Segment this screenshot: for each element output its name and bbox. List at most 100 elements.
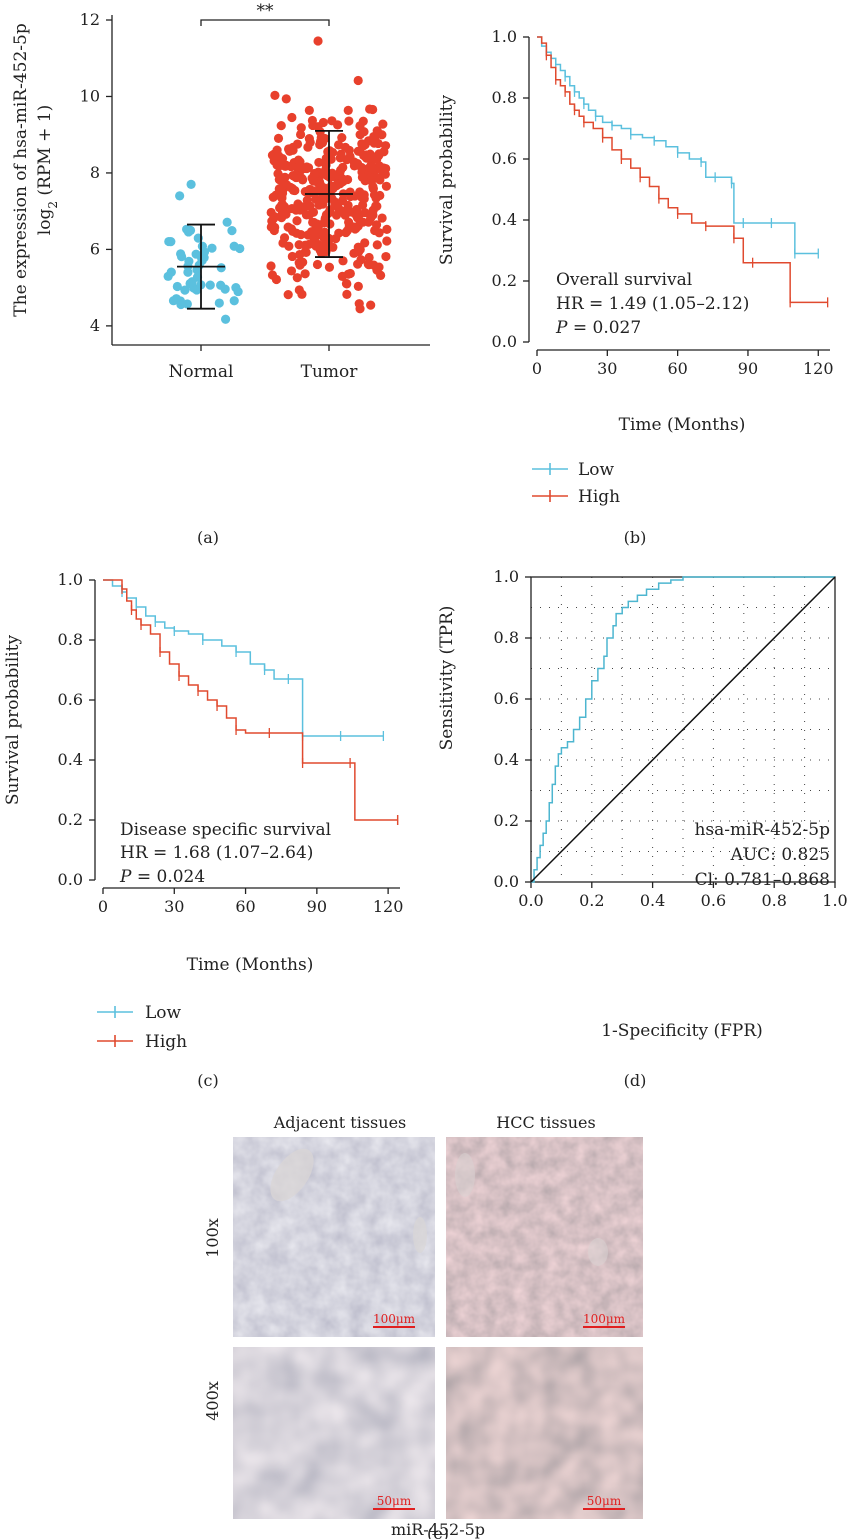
panel-a-point-tumor — [358, 217, 368, 227]
panel-c-ytick-label-3: 0.6 — [58, 690, 83, 709]
panel-d-curves — [530, 576, 836, 883]
panel-d-ytick-label-3: 0.6 — [494, 689, 519, 708]
panel-a-point-tumor — [342, 208, 352, 218]
panel-a-point-tumor — [277, 192, 287, 202]
panel-b-xtick-label-2: 60 — [667, 359, 687, 378]
panel-a-point-tumor — [378, 119, 388, 129]
histology-column-hcc: HCC tissues — [496, 1113, 595, 1132]
panel-label-d: (d) — [624, 1071, 647, 1090]
panel-d-reference-line — [530, 576, 836, 883]
panel-a-point-normal — [186, 179, 196, 190]
panel-a-point-tumor — [327, 168, 337, 178]
panel-a-point-tumor — [283, 290, 293, 300]
panel-b-xlabel: Time (Months) — [619, 415, 746, 435]
panel-a-point-tumor — [342, 289, 352, 299]
panel-a-significance: ** — [257, 1, 275, 21]
panel-a-point-tumor — [314, 157, 324, 168]
panel-c-ytick-label-4: 0.8 — [58, 630, 83, 649]
panel-a-point-normal — [205, 280, 215, 290]
histology-row-100x: 100x — [203, 1218, 222, 1258]
panel-b-ytick-label-5: 1.0 — [492, 27, 517, 46]
panel-c-curves — [103, 579, 399, 825]
panel-a-point-tumor — [376, 270, 386, 280]
panel-a-point-tumor — [342, 155, 352, 165]
panel-a-point-tumor — [381, 251, 391, 262]
panel-a-point-tumor — [368, 104, 378, 115]
panel-c-xlabel: Time (Months) — [187, 955, 314, 975]
panel-a-point-tumor — [360, 238, 370, 248]
panel-a-point-tumor — [355, 304, 365, 314]
panel-a-point-tumor — [316, 195, 326, 206]
panel-a-point-tumor — [274, 184, 284, 194]
panel-c-xtick-label-3: 90 — [307, 897, 327, 916]
panel-d-annot-line3: Cl: 0.781–0.868 — [695, 870, 830, 890]
panel-d-xtick-label-2: 0.4 — [640, 891, 665, 910]
panel-e-histology: Adjacent tissues HCC tissues 100x 400x 1… — [203, 1113, 643, 1539]
panel-a-points — [163, 36, 392, 324]
panel-d-xtick-label-3: 0.6 — [701, 891, 726, 910]
panel-c-ytick-label-1: 0.2 — [58, 810, 83, 829]
panel-a-point-tumor — [292, 216, 302, 226]
panel-a-point-tumor — [303, 142, 313, 152]
panel-a-point-tumor — [278, 238, 288, 248]
panel-a-point-tumor — [323, 147, 333, 157]
panel-a-point-tumor — [308, 176, 318, 186]
panel-a-point-tumor — [270, 90, 280, 100]
panel-c-ytick-label-0: 0.0 — [58, 870, 83, 889]
panel-a-point-tumor — [349, 157, 359, 167]
panel-a-point-tumor — [266, 222, 276, 232]
panel-a-point-normal — [214, 298, 224, 308]
panel-a-point-tumor — [377, 213, 387, 223]
panel-c-legend-high: High — [145, 1032, 187, 1052]
panel-a-point-normal — [176, 249, 186, 259]
panel-label-e: (e) — [427, 1524, 449, 1539]
panel-a-point-normal — [187, 277, 197, 287]
panel-a-point-tumor — [272, 160, 282, 170]
panel-a-point-tumor — [355, 129, 365, 140]
panel-a-point-tumor — [348, 222, 359, 232]
panel-a-point-tumor — [335, 179, 345, 189]
panel-a-point-normal — [229, 296, 239, 306]
panel-a-point-tumor — [333, 120, 343, 130]
panel-a-error-bars — [177, 129, 353, 310]
panel-a-point-normal — [229, 241, 239, 251]
panel-a-point-tumor — [298, 175, 308, 185]
panel-a-point-tumor — [275, 203, 285, 213]
panel-a-point-tumor — [272, 145, 282, 155]
panel-d-ytick-label-5: 1.0 — [494, 567, 519, 586]
panel-c-annot-line2: HR = 1.68 (1.07–2.64) — [120, 843, 313, 863]
panel-a-point-normal — [166, 237, 176, 247]
panel-a-point-tumor — [268, 192, 278, 202]
panel-c-xtick-label-0: 0 — [98, 897, 108, 916]
panel-d-ytick-label-2: 0.4 — [494, 750, 519, 769]
panel-a-point-tumor — [295, 129, 306, 140]
panel-b-ytick-label-2: 0.4 — [492, 210, 517, 229]
panel-a-point-tumor — [276, 121, 286, 131]
panel-c-xtick-label-4: 120 — [373, 897, 404, 916]
histology-row-400x: 400x — [203, 1381, 222, 1421]
panel-a-point-tumor — [355, 244, 365, 255]
panel-a-point-tumor — [366, 213, 376, 223]
panel-a-point-tumor — [267, 270, 278, 280]
panel-a-ytick-label-2: 8 — [90, 163, 100, 182]
panel-a-expression-scatter: 4 6 8 10 12 Normal Tumor ** The expression of … — [11, 1, 430, 382]
panel-a-point-tumor — [287, 112, 297, 123]
panel-a-point-tumor — [304, 239, 314, 250]
panel-a-point-tumor — [266, 207, 276, 218]
panel-a-point-tumor — [286, 161, 297, 171]
panel-a-point-tumor — [302, 163, 312, 174]
panel-a-point-tumor — [368, 184, 378, 194]
panel-label-a: (a) — [197, 528, 219, 547]
panel-a-point-tumor — [281, 94, 291, 104]
panel-a-point-tumor — [273, 133, 284, 143]
panel-a-point-tumor — [370, 225, 380, 236]
panel-b-ylabel: Survival probability — [437, 94, 457, 265]
panel-a-point-normal — [220, 314, 231, 324]
panel-a-point-tumor — [338, 256, 348, 266]
panel-label-b: (b) — [624, 528, 647, 547]
panel-a-ytick-label-1: 6 — [90, 239, 100, 258]
panel-a-ytick-label-3: 10 — [80, 86, 100, 105]
panel-a-point-tumor — [345, 187, 355, 197]
panel-a-point-tumor — [266, 261, 276, 271]
